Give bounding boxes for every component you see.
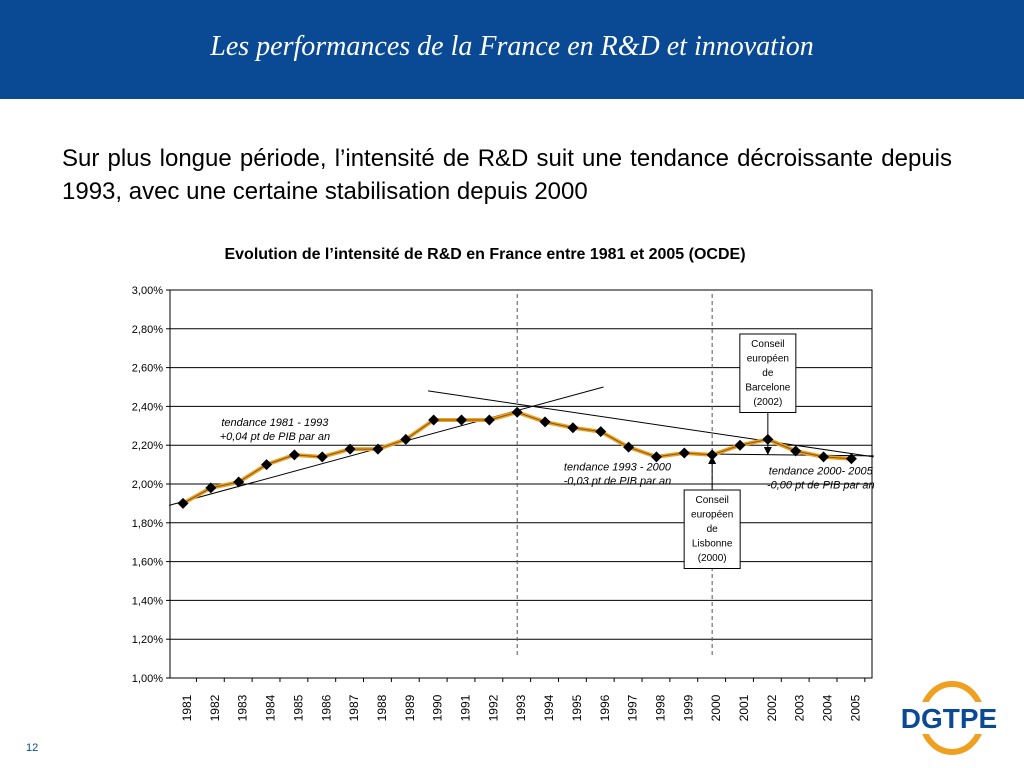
data-point-1996 (595, 426, 607, 438)
data-point-2000 (706, 449, 718, 461)
data-point-2004 (818, 451, 830, 463)
callout-text: (2000) (698, 553, 727, 564)
data-point-2003 (790, 445, 802, 457)
data-point-2001 (734, 439, 746, 451)
callout-text: de (707, 524, 719, 535)
trend-line (698, 453, 874, 457)
data-point-1981 (177, 497, 189, 509)
data-point-1982 (205, 482, 217, 494)
y-tick-label: 2,80% (132, 324, 163, 336)
logo-text: DGTPE (901, 703, 997, 734)
data-point-2005 (845, 453, 857, 465)
data-point-1992 (483, 414, 495, 426)
trend-annotation: tendance 1993 - 2000 (564, 461, 672, 473)
x-tick-label: 1993 (514, 694, 528, 721)
x-tick-label: 1988 (375, 694, 389, 721)
callout-arrow-head (708, 456, 717, 464)
y-tick-label: 1,80% (132, 518, 163, 530)
y-tick-label: 1,40% (132, 595, 163, 607)
x-tick-label: 1986 (319, 694, 333, 721)
data-point-1983 (233, 476, 245, 488)
trend-annotation: -0,03 pt de PIB par an (564, 475, 672, 487)
logo-band (894, 702, 1004, 734)
x-tick-label: 1983 (236, 694, 250, 721)
intro-text: Sur plus longue période, l’intensité de … (62, 145, 952, 205)
x-tick-label: 1996 (598, 694, 612, 721)
data-point-1985 (288, 449, 300, 461)
x-tick-label: 1997 (626, 694, 640, 721)
callout-text: Barcelone (745, 383, 790, 394)
data-point-1987 (344, 443, 356, 455)
callout-text: Conseil (695, 495, 728, 506)
callout-text: européen (691, 510, 733, 521)
y-tick-label: 2,00% (132, 479, 163, 491)
x-tick-label: 2004 (821, 694, 835, 721)
y-tick-label: 2,40% (132, 401, 163, 413)
x-tick-label: 2005 (848, 694, 862, 721)
data-point-1997 (623, 441, 635, 453)
data-point-1994 (539, 416, 551, 428)
x-tick-label: 1985 (291, 694, 305, 721)
data-point-1984 (261, 459, 273, 471)
callout-text: (2002) (753, 397, 782, 408)
y-tick-label: 1,20% (132, 634, 163, 646)
x-tick-label: 1992 (486, 694, 500, 721)
slide-title: Les performances de la France en R&D et … (210, 31, 814, 62)
y-tick-label: 1,60% (132, 557, 163, 569)
x-tick-label: 1982 (208, 694, 222, 721)
trend-annotation: +0,04 pt de PIB par an (220, 431, 330, 443)
x-tick-label: 1984 (264, 694, 278, 721)
x-tick-label: 2001 (737, 694, 751, 721)
data-point-1988 (372, 443, 384, 455)
x-tick-label: 1994 (542, 694, 556, 721)
data-point-1995 (567, 422, 579, 434)
x-tick-label: 2003 (793, 694, 807, 721)
callout-box-barcelone (739, 333, 797, 413)
x-tick-label: 2002 (765, 694, 779, 721)
y-tick-label: 3,00% (132, 285, 163, 297)
callout-text: de (762, 368, 774, 379)
plot-area (169, 289, 873, 679)
data-point-1991 (456, 414, 467, 426)
trend-annotation: tendance 1981 - 1993 (221, 417, 329, 429)
x-tick-label: 1990 (431, 694, 445, 721)
y-tick-label: 2,60% (132, 363, 163, 375)
x-tick-label: 1991 (459, 694, 473, 721)
data-point-1986 (316, 451, 328, 463)
y-tick-label: 2,20% (132, 440, 163, 452)
data-point-1990 (428, 414, 440, 426)
data-point-1993 (511, 406, 523, 418)
data-point-1998 (650, 451, 662, 463)
dgtpe-logo: DGTPE (894, 681, 1004, 755)
callout-text: Conseil (751, 339, 784, 350)
data-point-1999 (678, 447, 690, 459)
callout-arrow-head (763, 447, 772, 455)
x-tick-label: 1998 (653, 694, 667, 721)
trend-line (428, 390, 874, 458)
x-tick-label: 1989 (403, 694, 417, 721)
x-tick-label: 1999 (681, 694, 695, 721)
x-tick-label: 1995 (570, 694, 584, 721)
slide-header: Les performances de la France en R&D et … (0, 0, 1024, 99)
trend-annotation: -0,00 pt de PIB par an (767, 479, 875, 491)
data-point-1989 (400, 433, 412, 445)
chart-title: Evolution de l’intensité de R&D en Franc… (224, 246, 746, 263)
x-tick-label: 1981 (180, 694, 194, 721)
callout-text: Lisbonne (692, 539, 733, 550)
callout-text: européen (747, 354, 789, 365)
x-tick-label: 2000 (709, 694, 723, 721)
callout-box-lisbonne (683, 489, 741, 569)
page-number: 12 (26, 742, 39, 754)
y-tick-label: 1,00% (132, 673, 163, 685)
x-tick-label: 1987 (347, 694, 361, 721)
trend-annotation: tendance 2000- 2005 (769, 465, 874, 477)
